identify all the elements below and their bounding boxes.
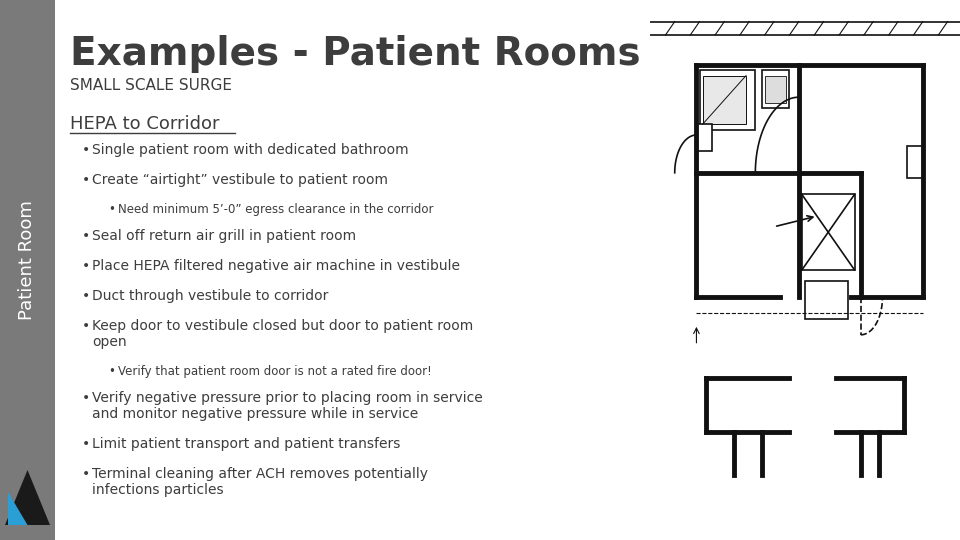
Text: •: • (82, 289, 90, 303)
Text: Place HEPA filtered negative air machine in vestibule: Place HEPA filtered negative air machine… (92, 259, 460, 273)
Text: •: • (82, 391, 90, 405)
Bar (804, 281, 849, 319)
Bar (703, 76, 746, 124)
Text: •: • (82, 229, 90, 243)
Text: •: • (82, 467, 90, 481)
Text: •: • (82, 143, 90, 157)
Text: Keep door to vestibule closed but door to patient room
open: Keep door to vestibule closed but door t… (92, 319, 473, 349)
Bar (0, 0, 55, 540)
Bar (700, 70, 756, 130)
Text: •: • (82, 319, 90, 333)
Text: Verify that patient room door is not a rated fire door!: Verify that patient room door is not a r… (118, 365, 432, 378)
Text: Need minimum 5’-0” egress clearance in the corridor: Need minimum 5’-0” egress clearance in t… (118, 203, 434, 216)
Text: SMALL SCALE SURGE: SMALL SCALE SURGE (70, 78, 232, 93)
Text: Seal off return air grill in patient room: Seal off return air grill in patient roo… (92, 229, 356, 243)
Bar (761, 70, 789, 108)
Text: Single patient room with dedicated bathroom: Single patient room with dedicated bathr… (92, 143, 409, 157)
Text: •: • (108, 203, 115, 216)
Text: Create “airtight” vestibule to patient room: Create “airtight” vestibule to patient r… (92, 173, 388, 187)
Text: Examples - Patient Rooms: Examples - Patient Rooms (70, 35, 640, 73)
Bar (765, 76, 786, 103)
Text: •: • (82, 437, 90, 451)
Text: •: • (108, 365, 115, 378)
Bar (802, 194, 854, 270)
Bar (907, 146, 923, 178)
Bar (696, 124, 712, 151)
Text: •: • (82, 173, 90, 187)
Text: Verify negative pressure prior to placing room in service
and monitor negative p: Verify negative pressure prior to placin… (92, 391, 483, 421)
Polygon shape (8, 492, 28, 525)
Text: Duct through vestibule to corridor: Duct through vestibule to corridor (92, 289, 328, 303)
Text: Patient Room: Patient Room (18, 200, 36, 320)
Text: HEPA to Corridor: HEPA to Corridor (70, 115, 220, 133)
Text: Terminal cleaning after ACH removes potentially
infections particles: Terminal cleaning after ACH removes pote… (92, 467, 428, 497)
Polygon shape (5, 470, 50, 525)
Text: Limit patient transport and patient transfers: Limit patient transport and patient tran… (92, 437, 400, 451)
Text: •: • (82, 259, 90, 273)
